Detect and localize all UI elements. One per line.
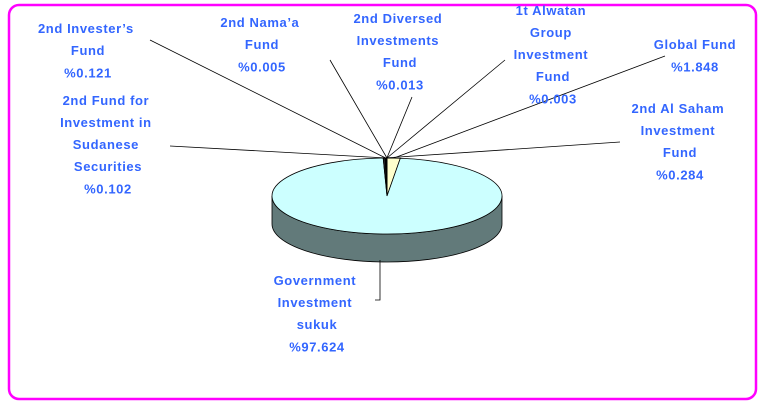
value-label: %0.013 xyxy=(376,77,424,92)
value-label: %0.005 xyxy=(238,59,286,74)
label-line: 2nd Al Saham xyxy=(632,101,729,116)
value-label: %0.121 xyxy=(64,65,112,80)
leader-line xyxy=(386,96,413,159)
label-line: Fund xyxy=(383,55,417,70)
value-label: %97.624 xyxy=(289,339,345,354)
pie xyxy=(271,157,503,263)
label-line: Securities xyxy=(74,159,142,174)
label-line: Fund xyxy=(663,145,697,160)
label-line: Investment xyxy=(514,47,593,62)
label-line: Investments xyxy=(357,33,444,48)
leader-line xyxy=(149,39,386,159)
label-line: Investment xyxy=(278,295,357,310)
label-line: 2nd Invester’s xyxy=(38,21,138,36)
label-line: Fund xyxy=(536,69,570,84)
label-line: Fund xyxy=(245,37,279,52)
leader-line xyxy=(384,141,621,159)
label-line: Government xyxy=(274,273,361,288)
leader-line xyxy=(375,260,381,301)
leader-line xyxy=(329,59,388,159)
label-line: Fund xyxy=(71,43,105,58)
slice-label: 2nd Fund for Investment in Sudanese Secu… xyxy=(60,93,156,174)
label-line: 2nd Diversed xyxy=(353,11,446,26)
value-label: %0.102 xyxy=(84,181,132,196)
label-line: 2nd Fund for xyxy=(63,93,154,108)
label-line: Global Fund xyxy=(654,37,736,52)
value-label: %0.003 xyxy=(529,91,577,106)
slice-label: 2nd Al Saham Investment Fund xyxy=(632,101,729,160)
label-line: Investment in xyxy=(60,115,156,130)
slice-label: 1t Alwatan Group Investment Fund xyxy=(514,3,593,84)
slice-label: Government Investment sukuk xyxy=(274,273,361,332)
labels: Global Fund %1.848 Government Investment s… xyxy=(38,3,736,354)
slice-label: 2nd Invester’s Fund xyxy=(38,21,138,58)
leader-line xyxy=(393,55,666,159)
leader-line xyxy=(386,59,506,159)
label-line: 1t Alwatan xyxy=(516,3,591,18)
slice-label: Global Fund xyxy=(654,37,736,52)
label-line: Group xyxy=(530,25,576,40)
label-line: sukuk xyxy=(297,317,338,332)
value-label: %1.848 xyxy=(671,59,719,74)
label-line: Sudanese xyxy=(73,137,143,152)
leader-line xyxy=(169,145,387,159)
label-line: 2nd Nama’a xyxy=(220,15,303,30)
slice-label: 2nd Nama’a Fund xyxy=(220,15,303,52)
value-label: %0.284 xyxy=(656,167,704,182)
label-line: Investment xyxy=(641,123,720,138)
slice-label: 2nd Diversed Investments Fund xyxy=(353,11,446,70)
